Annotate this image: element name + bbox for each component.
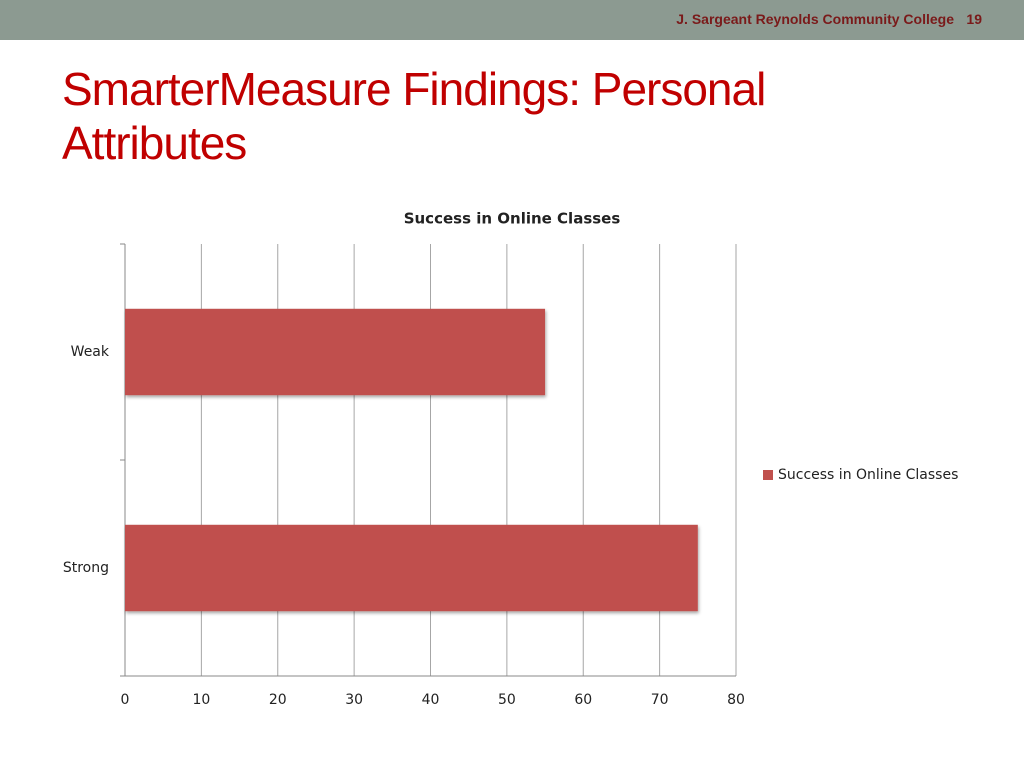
legend-swatch <box>763 470 773 480</box>
x-tick-label: 0 <box>121 692 130 708</box>
x-tick-label: 10 <box>192 692 210 708</box>
chart-title: Success in Online Classes <box>404 210 621 228</box>
organization: J. Sargeant Reynolds Community College <box>676 11 954 27</box>
x-tick-label: 40 <box>422 692 440 708</box>
y-tick-label: Weak <box>71 344 110 360</box>
y-tick-label: Strong <box>63 560 109 576</box>
x-tick-label: 50 <box>498 692 516 708</box>
bar <box>125 308 546 396</box>
x-tick-label: 70 <box>651 692 669 708</box>
slide-number: 19 <box>966 11 982 27</box>
slide-title: SmarterMeasure Findings: Personal Attrib… <box>62 63 766 169</box>
x-tick-label: 20 <box>269 692 287 708</box>
x-tick-label: 30 <box>345 692 363 708</box>
header-band <box>0 0 1024 40</box>
legend-label: Success in Online Classes <box>778 467 958 483</box>
bar <box>125 524 698 612</box>
x-tick-label: 80 <box>727 692 745 708</box>
x-tick-label: 60 <box>574 692 592 708</box>
